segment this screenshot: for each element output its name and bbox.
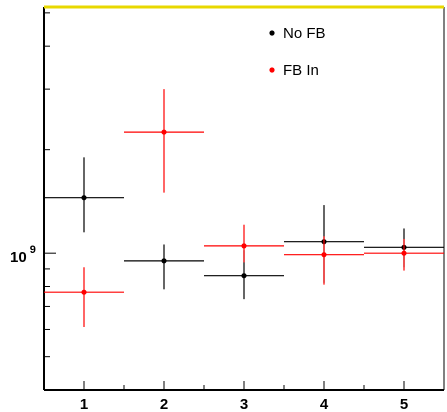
x-tick-label: 2 [160, 396, 168, 412]
legend-marker [269, 67, 275, 73]
series-fb-in [44, 89, 444, 327]
legend-marker [269, 30, 275, 36]
data-point [401, 250, 407, 256]
data-point [81, 289, 87, 295]
y-tick-label-exponent: 9 [30, 244, 36, 256]
y-tick-label-base: 10 [10, 249, 27, 266]
x-tick-label: 1 [80, 396, 88, 412]
axes: 1 2 3 4 5 10 9 [10, 5, 445, 412]
x-tick-label: 3 [240, 396, 248, 412]
data-point [161, 258, 167, 264]
data-point [81, 195, 87, 201]
x-tick-label: 5 [400, 396, 408, 412]
legend-label: FB In [283, 62, 319, 79]
x-tick-label: 4 [320, 396, 329, 412]
data-point [241, 273, 247, 279]
legend: No FB FB In [269, 25, 326, 79]
data-point [241, 243, 247, 249]
y-tick-label: 10 9 [10, 244, 36, 266]
legend-label: No FB [283, 25, 326, 42]
data-point [321, 252, 327, 258]
data-marks [44, 89, 444, 327]
data-point [161, 129, 167, 135]
